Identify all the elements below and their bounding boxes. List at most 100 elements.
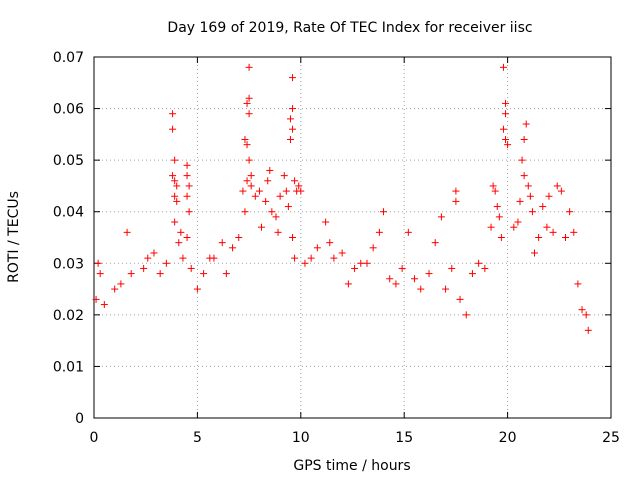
data-point (169, 110, 177, 118)
data-point (185, 182, 193, 190)
data-point (338, 249, 346, 257)
data-point (247, 182, 255, 190)
data-point (582, 311, 590, 319)
axis-ticks: 0 0.01 0.02 0.03 0.04 0.05 0.06 0.07 0 5 10 15 20 25 (53, 50, 620, 446)
x-tick-label: 0 (90, 430, 99, 446)
data-point (177, 228, 185, 236)
data-point (344, 280, 352, 288)
data-point (286, 136, 294, 144)
data-point (156, 270, 164, 278)
data-point (462, 311, 470, 319)
y-tick-label: 0.03 (53, 256, 84, 272)
data-point (295, 182, 303, 190)
data-point (562, 234, 570, 241)
data-point (456, 295, 464, 303)
data-point (530, 249, 538, 257)
data-point (183, 161, 191, 169)
data-point (286, 115, 294, 123)
data-point (425, 270, 433, 278)
data-point (245, 94, 253, 102)
data-point (452, 187, 460, 195)
y-tick-label: 0.06 (53, 102, 84, 118)
data-point (241, 136, 249, 144)
data-point (245, 63, 253, 71)
data-point (398, 264, 406, 272)
data-point (417, 285, 425, 293)
data-point (520, 172, 528, 180)
data-point (255, 187, 263, 195)
data-point (520, 136, 528, 144)
data-point (392, 280, 400, 288)
data-point (222, 270, 230, 278)
data-point (297, 187, 305, 195)
data-point (175, 239, 183, 247)
data-point (528, 208, 536, 216)
data-point (289, 105, 297, 113)
data-point (442, 285, 450, 293)
data-point (524, 182, 532, 190)
x-tick-label: 10 (292, 430, 310, 446)
data-point (183, 234, 191, 241)
data-point (140, 264, 148, 272)
data-point (363, 259, 371, 267)
data-point (369, 244, 377, 252)
data-point (487, 223, 495, 231)
data-point (144, 254, 152, 262)
data-point (380, 208, 388, 216)
data-point (481, 264, 489, 272)
data-point (313, 244, 321, 252)
plot-frame (93, 56, 612, 419)
data-point (92, 295, 100, 303)
data-point (280, 172, 288, 180)
data-point (301, 259, 309, 267)
data-point (235, 234, 243, 241)
data-point (516, 197, 524, 205)
y-tick-label: 0.07 (53, 50, 84, 66)
data-point (162, 259, 170, 267)
data-point (545, 192, 553, 200)
data-point (497, 234, 505, 241)
data-point (247, 172, 255, 180)
data-point (570, 228, 578, 236)
data-point (171, 218, 179, 226)
data-point (468, 270, 476, 278)
data-point (266, 166, 274, 174)
data-point (431, 239, 439, 247)
data-point (243, 141, 251, 149)
data-point (150, 249, 158, 257)
data-point (171, 192, 179, 200)
data-point (171, 156, 179, 164)
data-point (173, 197, 181, 205)
data-point (274, 228, 282, 236)
data-point (535, 234, 543, 241)
data-point (526, 192, 534, 200)
data-point (262, 197, 270, 205)
data-point (245, 156, 253, 164)
data-point (504, 141, 512, 149)
y-axis-label: ROTI / TECUs (6, 191, 22, 283)
data-point (268, 208, 276, 216)
y-tick-label: 0.04 (53, 205, 84, 221)
data-point (510, 223, 518, 231)
data-point (539, 203, 547, 211)
data-point (127, 270, 135, 278)
data-point (326, 239, 334, 247)
data-point (452, 197, 460, 205)
data-point (241, 208, 249, 216)
x-axis-label: GPS time / hours (293, 458, 410, 474)
data-point (351, 264, 359, 272)
data-point (578, 306, 586, 314)
data-point (291, 254, 299, 262)
data-point (502, 136, 510, 144)
data-point (284, 203, 292, 211)
data-point (489, 182, 497, 190)
data-point (210, 254, 218, 262)
data-point (502, 110, 510, 118)
y-tick-label: 0.05 (53, 153, 84, 169)
data-point (96, 270, 104, 278)
x-tick-label: 5 (193, 430, 202, 446)
data-point (499, 125, 507, 133)
data-point (276, 192, 284, 200)
data-point (518, 156, 526, 164)
data-point (584, 326, 592, 334)
